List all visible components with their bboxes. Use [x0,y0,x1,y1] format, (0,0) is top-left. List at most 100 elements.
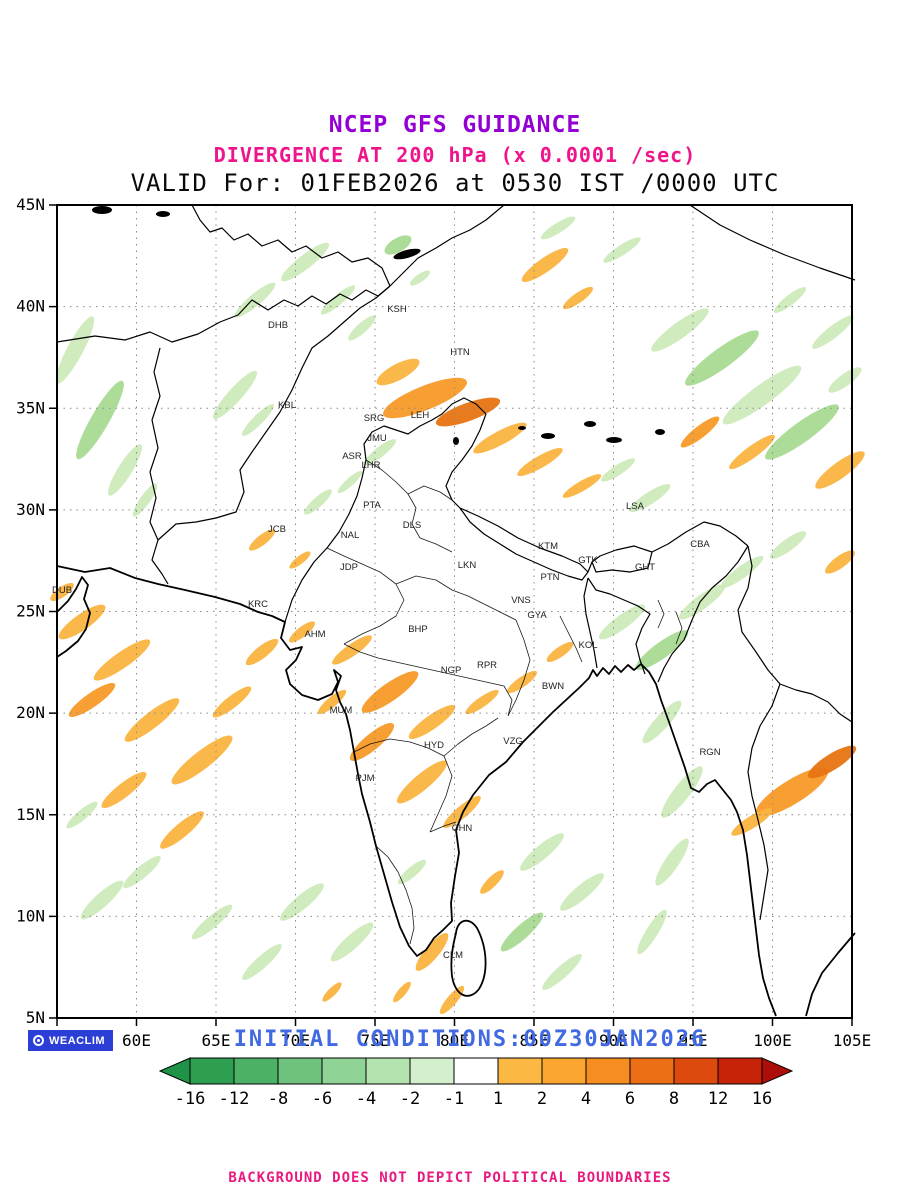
disclaimer-text: BACKGROUND DOES NOT DEPICT POLITICAL BOU… [228,1170,672,1186]
border-china-northeast [689,204,856,281]
svg-text:35N: 35N [16,398,45,417]
chart-subtitle: DIVERGENCE AT 200 hPa (x 0.0001 /sec) [213,143,697,167]
svg-text:40N: 40N [16,297,45,316]
divergence-shading [50,216,865,1015]
lake-tibet-2 [584,421,596,427]
svg-text:90E: 90E [599,1031,628,1050]
svg-text:NGP: NGP [441,665,462,676]
border-iran [149,347,169,585]
coastline-subcontinent [56,565,777,1017]
svg-text:LHR: LHR [361,460,380,471]
svg-text:60E: 60E [122,1031,151,1050]
svg-text:GYA: GYA [527,610,547,621]
svg-text:-12: -12 [219,1089,250,1109]
border-nepal-south [459,507,589,581]
svg-text:HYD: HYD [424,740,444,751]
svg-text:AHM: AHM [304,629,325,640]
border-central-asia-south [56,285,391,343]
svg-text:KBL: KBL [278,400,296,411]
svg-text:12: 12 [708,1089,728,1109]
border-central-asia-north [191,204,391,287]
border-afghan-pak [157,285,391,541]
svg-text:JDP: JDP [340,562,358,573]
svg-text:PJM: PJM [356,773,375,784]
svg-text:8: 8 [669,1089,679,1109]
svg-text:MUM: MUM [330,705,353,716]
svg-text:-16: -16 [175,1089,206,1109]
svg-text:45N: 45N [16,195,45,214]
lake-tibet-5 [655,429,665,435]
svg-text:ASR: ASR [342,451,362,462]
svg-text:85E: 85E [520,1031,549,1050]
coastline-arabian-peninsula [56,576,91,658]
svg-text:65E: 65E [202,1031,231,1050]
coastlines [56,565,856,1017]
lake-tibet-3 [606,437,622,443]
svg-text:BWN: BWN [542,681,564,692]
svg-text:KTM: KTM [538,541,558,552]
border-india-pak [284,397,487,623]
svg-text:6: 6 [625,1089,635,1109]
svg-text:DUB: DUB [52,585,72,596]
svg-text:PTA: PTA [363,500,381,511]
border-india-myanmar [657,545,749,683]
svg-text:-8: -8 [268,1089,288,1109]
svg-text:LKN: LKN [458,560,477,571]
svg-text:-6: -6 [312,1089,332,1109]
svg-text:95E: 95E [679,1031,708,1050]
india-state-boundaries [326,459,683,945]
svg-text:25N: 25N [16,602,45,621]
svg-text:VZG: VZG [503,736,523,747]
weaclim-logo-text: WEACLIM [49,1034,106,1047]
border-myanmar-china [737,545,853,723]
svg-text:2: 2 [537,1089,547,1109]
svg-text:1: 1 [493,1089,503,1109]
svg-text:BHP: BHP [408,624,428,635]
lake-aral-area [92,206,112,214]
svg-text:5N: 5N [26,1008,45,1027]
svg-text:16: 16 [752,1089,772,1109]
svg-text:CHN: CHN [452,823,473,834]
svg-text:30N: 30N [16,500,45,519]
valid-time-label: VALID For: 01FEB2026 at 0530 IST /0000 U… [130,169,780,197]
lake-kashmir [453,437,459,445]
weaclim-logo: WEACLIM [28,1030,114,1051]
svg-text:KSH: KSH [387,304,407,315]
svg-text:-2: -2 [400,1089,420,1109]
svg-text:CLM: CLM [443,950,463,961]
svg-text:KRC: KRC [248,599,268,610]
svg-text:4: 4 [581,1089,591,1109]
svg-text:PTN: PTN [541,572,560,583]
national-borders [56,204,856,921]
svg-text:HTN: HTN [450,347,470,358]
svg-text:JMU: JMU [367,433,387,444]
svg-text:RGN: RGN [699,747,720,758]
svg-text:80E: 80E [440,1031,469,1050]
svg-text:-1: -1 [444,1089,464,1109]
svg-text:10N: 10N [16,906,45,925]
svg-text:CBA: CBA [690,539,710,550]
border-pamir-china [389,204,505,287]
svg-text:JCB: JCB [268,524,286,535]
svg-text:LEH: LEH [411,410,430,421]
svg-text:105E: 105E [833,1031,872,1050]
border-bangladesh [583,577,651,675]
svg-text:NAL: NAL [341,530,359,541]
svg-text:KOL: KOL [578,640,597,651]
border-myanmar-thailand [747,683,781,921]
svg-text:GTK: GTK [578,555,598,566]
lakes [92,206,665,445]
svg-text:SRG: SRG [364,413,385,424]
state-borders [326,459,683,945]
svg-text:15N: 15N [16,805,45,824]
svg-text:75E: 75E [361,1031,390,1050]
border-bhutan-south [591,551,653,573]
svg-text:RPR: RPR [477,660,497,671]
svg-text:GHT: GHT [635,562,655,573]
lake-issyk-kul [393,248,421,260]
svg-text:100E: 100E [753,1031,792,1050]
weaclim-icon [33,1035,44,1046]
